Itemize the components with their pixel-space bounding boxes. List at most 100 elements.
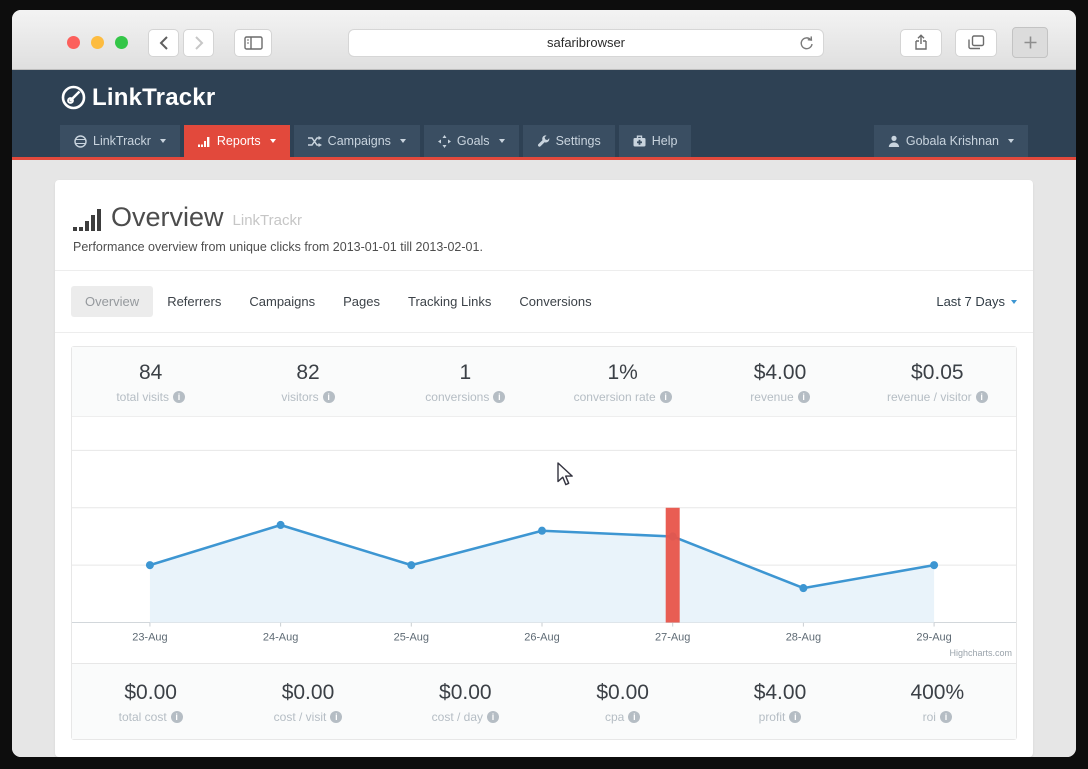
svg-text:24-Aug: 24-Aug	[263, 632, 298, 644]
nav-item-linktrackr[interactable]: LinkTrackr	[60, 125, 180, 157]
date-range-label: Last 7 Days	[936, 294, 1005, 309]
share-button[interactable]	[900, 28, 942, 57]
wrench-icon	[537, 134, 549, 147]
tab-tracking-links[interactable]: Tracking Links	[408, 294, 492, 309]
nav-item-label: Help	[651, 134, 678, 148]
nav-item-label: Goals	[456, 134, 490, 148]
stat-conversions: 1 conversions	[387, 361, 544, 404]
tab-overview[interactable]: Overview	[71, 286, 154, 317]
zoom-window-button[interactable]	[115, 36, 128, 49]
nav-item-goals[interactable]: Goals	[423, 125, 519, 157]
chevron-down-icon	[1008, 139, 1014, 143]
reload-icon	[800, 35, 813, 49]
svg-text:29-Aug: 29-Aug	[916, 632, 951, 644]
date-range-select[interactable]: Last 7 Days	[936, 294, 1017, 309]
card-header: Overview LinkTrackr Performance overview…	[55, 180, 1033, 271]
user-icon	[888, 135, 900, 147]
browser-titlebar: safaribrowser	[12, 10, 1076, 70]
close-window-button[interactable]	[67, 36, 80, 49]
page-subtitle: Performance overview from unique clicks …	[73, 240, 483, 254]
user-menu[interactable]: Gobala Krishnan	[873, 125, 1028, 157]
tab-referrers[interactable]: Referrers	[167, 294, 222, 309]
stats-panel: 84 total visits 82 visitors 1 conversion…	[71, 346, 1017, 740]
info-icon[interactable]	[975, 391, 988, 403]
stat-cost-per-day: $0.00 cost / day	[387, 681, 544, 724]
tab-campaigns[interactable]: Campaigns	[249, 294, 316, 309]
stat-cpa: $0.00 cpa	[544, 681, 701, 724]
stat-total-visits: 84 total visits	[72, 361, 229, 404]
chevron-down-icon	[1011, 299, 1017, 304]
info-icon[interactable]	[493, 391, 506, 403]
address-bar[interactable]: safaribrowser	[348, 28, 824, 57]
info-icon[interactable]	[173, 391, 185, 403]
stats-row-top: 84 total visits 82 visitors 1 conversion…	[72, 347, 1016, 417]
info-icon[interactable]	[330, 711, 343, 723]
nav-item-label: Reports	[216, 134, 261, 148]
info-icon[interactable]	[789, 711, 802, 723]
tab-conversions[interactable]: Conversions	[519, 294, 592, 309]
chevron-down-icon	[498, 139, 505, 143]
tabs-overview-icon	[967, 35, 984, 50]
nav-item-campaigns[interactable]: Campaigns	[293, 125, 420, 157]
bar-chart-icon	[197, 136, 210, 147]
sidebar-icon	[243, 35, 263, 50]
info-icon[interactable]	[939, 711, 952, 723]
new-tab-button[interactable]	[1012, 27, 1048, 58]
page-title: Overview	[111, 202, 224, 232]
chevron-down-icon	[269, 139, 276, 143]
app-header: LinkTrackr	[12, 70, 1076, 125]
nav-item-label: Settings	[555, 134, 601, 148]
chevron-right-icon	[194, 35, 203, 50]
reload-button[interactable]	[798, 35, 814, 57]
svg-text:28-Aug: 28-Aug	[786, 632, 821, 644]
svg-text:27-Aug: 27-Aug	[655, 632, 690, 644]
logo-text: LinkTrackr	[92, 83, 216, 111]
stat-roi: 400% roi	[859, 681, 1016, 724]
chevron-left-icon	[159, 35, 168, 50]
nav-item-reports[interactable]: Reports	[183, 125, 290, 157]
visits-chart: 23-Aug 24-Aug 25-Aug 26-Aug 27-Aug 28-Aug 29-A…	[72, 417, 1016, 663]
info-icon[interactable]	[170, 711, 183, 723]
stat-profit: $4.00 profit	[701, 681, 858, 724]
info-icon[interactable]	[659, 391, 672, 403]
chevron-down-icon	[399, 139, 406, 143]
forward-button[interactable]	[183, 28, 214, 57]
info-icon[interactable]	[322, 391, 335, 403]
stat-revenue: $4.00 revenue	[701, 361, 858, 404]
stat-revenue-per-visitor: $0.05 revenue / visitor	[859, 361, 1016, 404]
stat-cost-per-visit: $0.00 cost / visit	[229, 681, 386, 724]
svg-text:25-Aug: 25-Aug	[394, 632, 429, 644]
tab-pages[interactable]: Pages	[343, 294, 381, 309]
stat-visitors: 82 visitors	[229, 361, 386, 404]
info-icon[interactable]	[487, 711, 499, 723]
cube-icon	[74, 134, 87, 148]
goals-icon	[437, 134, 451, 148]
overview-chart-svg: 23-Aug 24-Aug 25-Aug 26-Aug 27-Aug 28-Aug 29-A…	[72, 449, 1016, 658]
chevron-down-icon	[159, 139, 166, 143]
nav-item-label: Campaigns	[327, 134, 391, 148]
svg-text:23-Aug: 23-Aug	[132, 632, 167, 644]
report-chart-icon	[73, 209, 101, 231]
svg-text:Highcharts.com: Highcharts.com	[950, 648, 1012, 658]
info-icon[interactable]	[797, 391, 810, 403]
plus-icon	[1024, 36, 1036, 49]
stat-conversion-rate: 1% conversion rate	[544, 361, 701, 404]
linktrackr-logo[interactable]: LinkTrackr	[60, 84, 215, 112]
nav-item-settings[interactable]: Settings	[522, 125, 615, 157]
linktrackr-logo-icon	[61, 85, 86, 110]
nav-item-help[interactable]: Help	[618, 125, 692, 157]
svg-text:26-Aug: 26-Aug	[524, 632, 559, 644]
shuffle-icon	[307, 135, 322, 147]
back-button[interactable]	[148, 28, 179, 57]
info-icon[interactable]	[628, 711, 641, 723]
share-icon	[915, 34, 927, 50]
browser-window: safaribrowser	[12, 10, 1076, 757]
show-tabs-button[interactable]	[955, 28, 997, 57]
sidebar-toggle-button[interactable]	[234, 28, 272, 57]
report-tabs: Overview Referrers Campaigns Pages Track…	[55, 271, 1033, 333]
page-background: Overview LinkTrackr Performance overview…	[12, 160, 1076, 757]
help-kit-icon	[633, 135, 646, 147]
overview-card: Overview LinkTrackr Performance overview…	[55, 180, 1033, 757]
minimize-window-button[interactable]	[91, 36, 104, 49]
app-nav: LinkTrackr Reports Campaigns	[12, 125, 1076, 160]
